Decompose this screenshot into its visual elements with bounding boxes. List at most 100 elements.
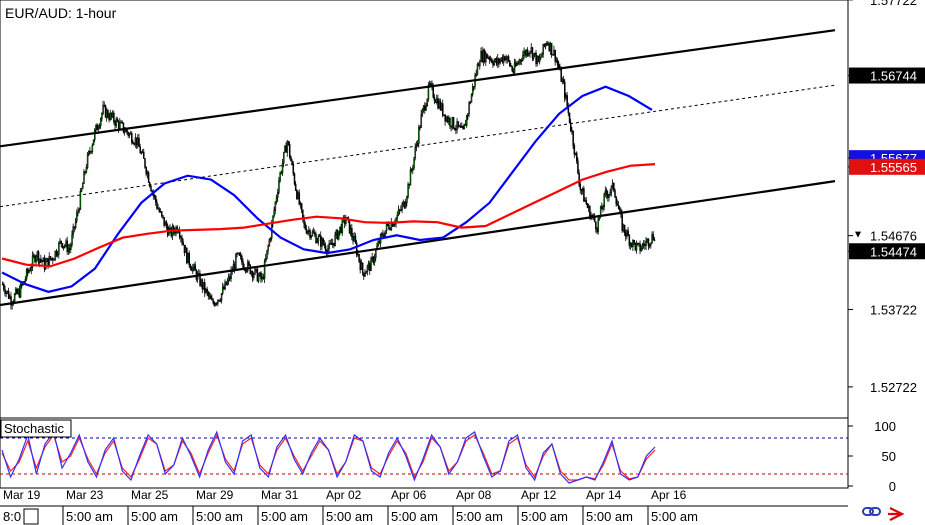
candle-body <box>220 293 223 301</box>
candle-body <box>581 188 584 192</box>
candle-body <box>486 53 488 59</box>
candle-body <box>475 73 478 76</box>
candle-body <box>207 291 210 297</box>
candle-body <box>369 262 371 271</box>
candle-body <box>491 58 493 63</box>
candle-body <box>91 144 94 152</box>
candle-body <box>492 62 494 66</box>
candle-body <box>450 125 452 128</box>
candle-body <box>219 300 222 302</box>
candle-body <box>248 261 250 266</box>
candle-body <box>163 217 165 226</box>
candle-body <box>263 261 266 279</box>
price-marker <box>855 231 861 238</box>
candle-body <box>150 185 152 192</box>
candle-body <box>515 62 517 66</box>
candle-body <box>645 241 647 246</box>
price-label: 1.53722 <box>870 302 917 317</box>
candle-body <box>489 58 492 61</box>
candle-body <box>337 231 340 240</box>
candle-body <box>462 125 464 130</box>
candle-body <box>647 238 650 247</box>
candle-body <box>367 262 370 267</box>
candle-body <box>552 54 554 56</box>
candle-body <box>339 226 341 232</box>
candle-body <box>189 264 192 269</box>
candle-body <box>458 125 461 128</box>
red-arrow-icon[interactable] <box>888 507 905 521</box>
candle-body <box>364 273 366 277</box>
candle-body <box>299 203 302 205</box>
candle-body <box>265 257 267 262</box>
date-label: Apr 06 <box>391 488 427 502</box>
candle-body <box>577 160 579 174</box>
candle-body <box>400 209 402 212</box>
candle-body <box>105 110 108 118</box>
candle-body <box>642 243 645 246</box>
candle-body <box>499 60 501 64</box>
candle-body <box>266 250 268 259</box>
candle-body <box>268 239 271 247</box>
candle-body <box>393 224 395 227</box>
candle-body <box>469 102 472 104</box>
candle-body <box>471 86 474 95</box>
candle-body <box>247 261 249 271</box>
candle-body <box>513 62 516 73</box>
candle-body <box>88 150 90 155</box>
candle-body <box>382 233 384 237</box>
candle-body <box>239 255 242 257</box>
candle-body <box>554 49 556 62</box>
candle-body <box>396 214 399 219</box>
candle-body <box>221 286 224 294</box>
candle-body <box>442 103 444 116</box>
candle-body <box>206 288 208 293</box>
candle-body <box>500 57 503 61</box>
candle-body <box>388 224 390 230</box>
candle-body <box>644 244 646 247</box>
candle-body <box>277 192 279 198</box>
candle-body <box>348 219 351 234</box>
candle-body <box>129 133 132 135</box>
candle-body <box>187 252 189 264</box>
sync-link-icon[interactable] <box>862 507 881 516</box>
candle-body <box>250 271 253 275</box>
candle-body <box>480 51 482 62</box>
candle-body <box>168 228 170 236</box>
candle-body <box>572 130 574 146</box>
candle-body <box>317 236 320 242</box>
candle-body <box>421 109 424 115</box>
candle-body <box>273 210 275 217</box>
moving-average-line <box>1 85 653 293</box>
candle-body <box>297 192 299 199</box>
candle-body <box>39 258 41 263</box>
candle-body <box>573 144 576 155</box>
candle-body <box>201 279 204 290</box>
candle-body <box>537 55 540 62</box>
candle-body <box>208 295 211 298</box>
channel-line-lower <box>0 180 836 307</box>
candle-body <box>165 221 168 228</box>
candle-body <box>375 249 377 258</box>
candle-body <box>310 235 312 238</box>
candle-body <box>28 270 30 273</box>
candle-body <box>43 257 46 270</box>
candle-body <box>126 129 128 133</box>
candle-body <box>467 113 469 116</box>
candle-body <box>365 271 368 274</box>
candle-body <box>434 100 437 103</box>
candle-body <box>53 259 55 261</box>
candle-body <box>294 183 297 191</box>
candle-body <box>241 255 243 263</box>
stochastic-lines <box>0 430 848 484</box>
candle-body <box>229 276 231 279</box>
candle-body <box>162 215 164 218</box>
candle-body <box>34 255 36 263</box>
candle-body <box>542 43 545 55</box>
candle-body <box>509 60 511 66</box>
candle-body <box>550 43 553 55</box>
candle-body <box>648 244 651 247</box>
time-label: 8:0 <box>3 509 21 524</box>
candle-body <box>309 230 311 238</box>
date-label: Mar 25 <box>131 488 169 502</box>
